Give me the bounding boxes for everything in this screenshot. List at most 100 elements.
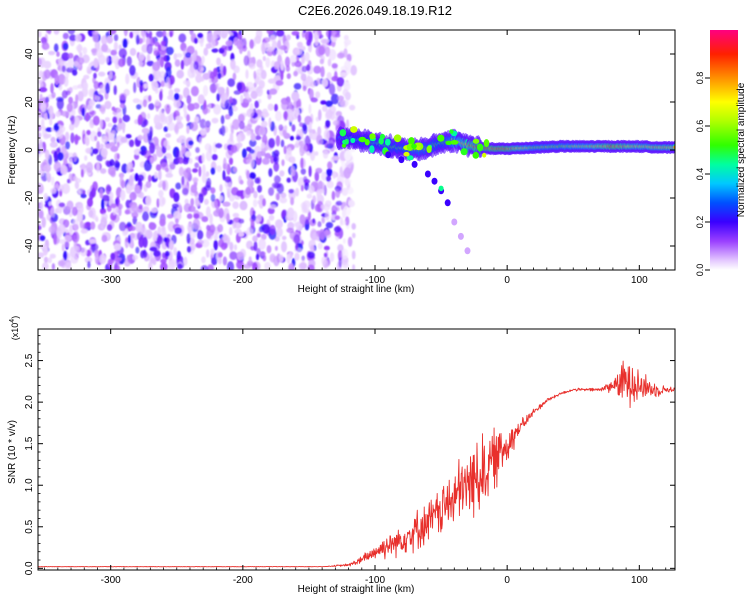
spectrogram-noise-blob [249,172,256,180]
spectrogram-noise-blob [149,142,156,154]
spectrogram-noise-blob [84,155,88,161]
spectrogram-noise-blob [69,246,76,258]
spectrogram-noise-blob [284,152,293,162]
spectrogram-noise-blob [299,214,306,225]
spectrogram-noise-blob [290,165,296,177]
spectrogram-noise-blob [260,142,266,149]
spectrogram-noise-blob [250,219,255,230]
spectrogram-noise-blob [129,31,134,39]
spectrogram-noise-blob [233,37,239,46]
spectrogram-noise-blob [105,82,110,94]
spectrogram-noise-blob [194,162,200,169]
spectrogram-noise-blob [61,65,66,73]
spectrogram-noise-blob [337,52,345,59]
spectrogram-noise-blob [118,48,127,59]
spectrogram-noise-blob [47,30,52,35]
spectrogram-noise-blob [195,74,203,83]
spectrogram-noise-blob [183,103,187,113]
spectrogram-x-tick-label: 0 [504,275,510,286]
spectrogram-noise-blob [325,100,333,108]
spectrogram-noise-blob [246,108,255,118]
spectrogram-noise-blob [232,201,239,209]
spectrogram-noise-blob [79,51,83,58]
colorbar-tick-label: 0.8 [695,72,705,85]
spectrogram-noise-blob [101,135,109,144]
spectrogram-noise-blob [200,265,209,270]
spectrogram-noise-blob [84,134,90,146]
spectrogram-signal-blob [460,148,468,156]
spectrogram-noise-blob [43,256,49,264]
spectrogram-noise-blob [135,246,140,254]
spectrogram-noise-blob [187,222,194,232]
spectrogram-noise-blob [114,160,120,171]
spectrogram-noise-blob [343,167,352,179]
spectrogram-noise-blob [229,227,233,236]
spectrogram-noise-blob [100,168,107,174]
spectrogram-noise-blob [43,113,49,120]
snr-y-tick-label: 1.0 [24,478,35,492]
spectrogram-noise-blob [271,151,275,158]
snr-panel: -300 -200 -100 0 100 0.0 0.5 1.0 1.5 2.0 2.5 Heig… [7,316,676,595]
spectrogram-noise-blob [269,88,278,95]
spectrogram-noise-blob [327,161,333,170]
spectrogram-noise-blob [116,141,120,148]
spectrogram-noise-blob [91,48,98,56]
spectrogram-noise-blob [221,45,228,50]
spectrogram-noise-blob [99,207,107,215]
spectrogram-noise-blob [276,227,283,238]
spectrogram-noise-blob [157,226,162,235]
spectrogram-noise-blob [53,150,58,159]
spectrogram-noise-blob [90,243,99,251]
spectrogram-noise-blob [92,148,99,155]
spectrogram-noise-blob [65,90,71,96]
spectrogram-noise-blob [129,232,136,239]
spectrogram-noise-blob [297,114,302,123]
spectrogram-noise-blob [190,184,198,194]
spectrogram-noise-blob [153,250,161,257]
spectrogram-noise-blob [269,224,276,236]
spectrogram-noise-blob [262,254,267,262]
spectrogram-noise-blob [216,57,221,66]
spectrogram-noise-blob [256,86,263,97]
spectrogram-noise-blob [206,249,210,258]
spectrogram-noise-blob [187,67,196,79]
spectrogram-noise-blob [326,72,332,80]
spectrogram-secondary-point [398,156,405,164]
spectrogram-noise-blob [197,32,204,39]
spectrogram-noise-blob [316,181,325,192]
spectrogram-noise-blob [242,148,247,159]
spectrogram-noise-blob [256,233,261,238]
spectrogram-noise-blob [216,165,222,173]
snr-series-line [38,360,675,568]
spectrogram-noise-blob [56,96,64,102]
spectrogram-signal-blob [350,137,356,144]
snr-multiplier: (x104) [9,316,20,340]
spectrogram-noise-blob [69,123,75,131]
spectrogram-noise-blob [294,60,302,68]
spectrogram-noise-blob [286,253,291,264]
spectrogram-noise-blob [87,69,92,75]
spectrogram-noise-blob [145,181,152,189]
spectrogram-noise-blob [201,55,205,64]
spectrogram-noise-blob [67,58,74,69]
spectrogram-noise-blob [50,207,56,218]
spectrogram-noise-blob [153,114,161,126]
spectrogram-noise-blob [271,182,280,189]
spectrogram-noise-blob [166,46,174,56]
spectrogram-noise-blob [343,81,351,91]
spectrogram-noise-blob [294,143,300,148]
spectrogram-noise-blob [177,157,184,164]
spectrogram-noise-blob [202,164,206,176]
spectrogram-noise-blob [38,132,42,139]
spectrogram-ylabel: Frequency (Hz) [7,116,18,185]
spectrogram-noise-blob [201,216,209,223]
spectrogram-noise-blob [139,150,147,155]
spectrogram-noise-blob [66,200,74,210]
spectrogram-noise-blob [310,97,318,103]
spectrogram-noise-blob [304,216,310,225]
spectrogram-noise-blob [341,208,347,219]
spectrogram-noise-blob [318,109,322,121]
spectrogram-noise-blob [250,132,256,142]
spectrogram-noise-blob [192,218,200,230]
spectrogram-noise-blob [302,124,308,135]
